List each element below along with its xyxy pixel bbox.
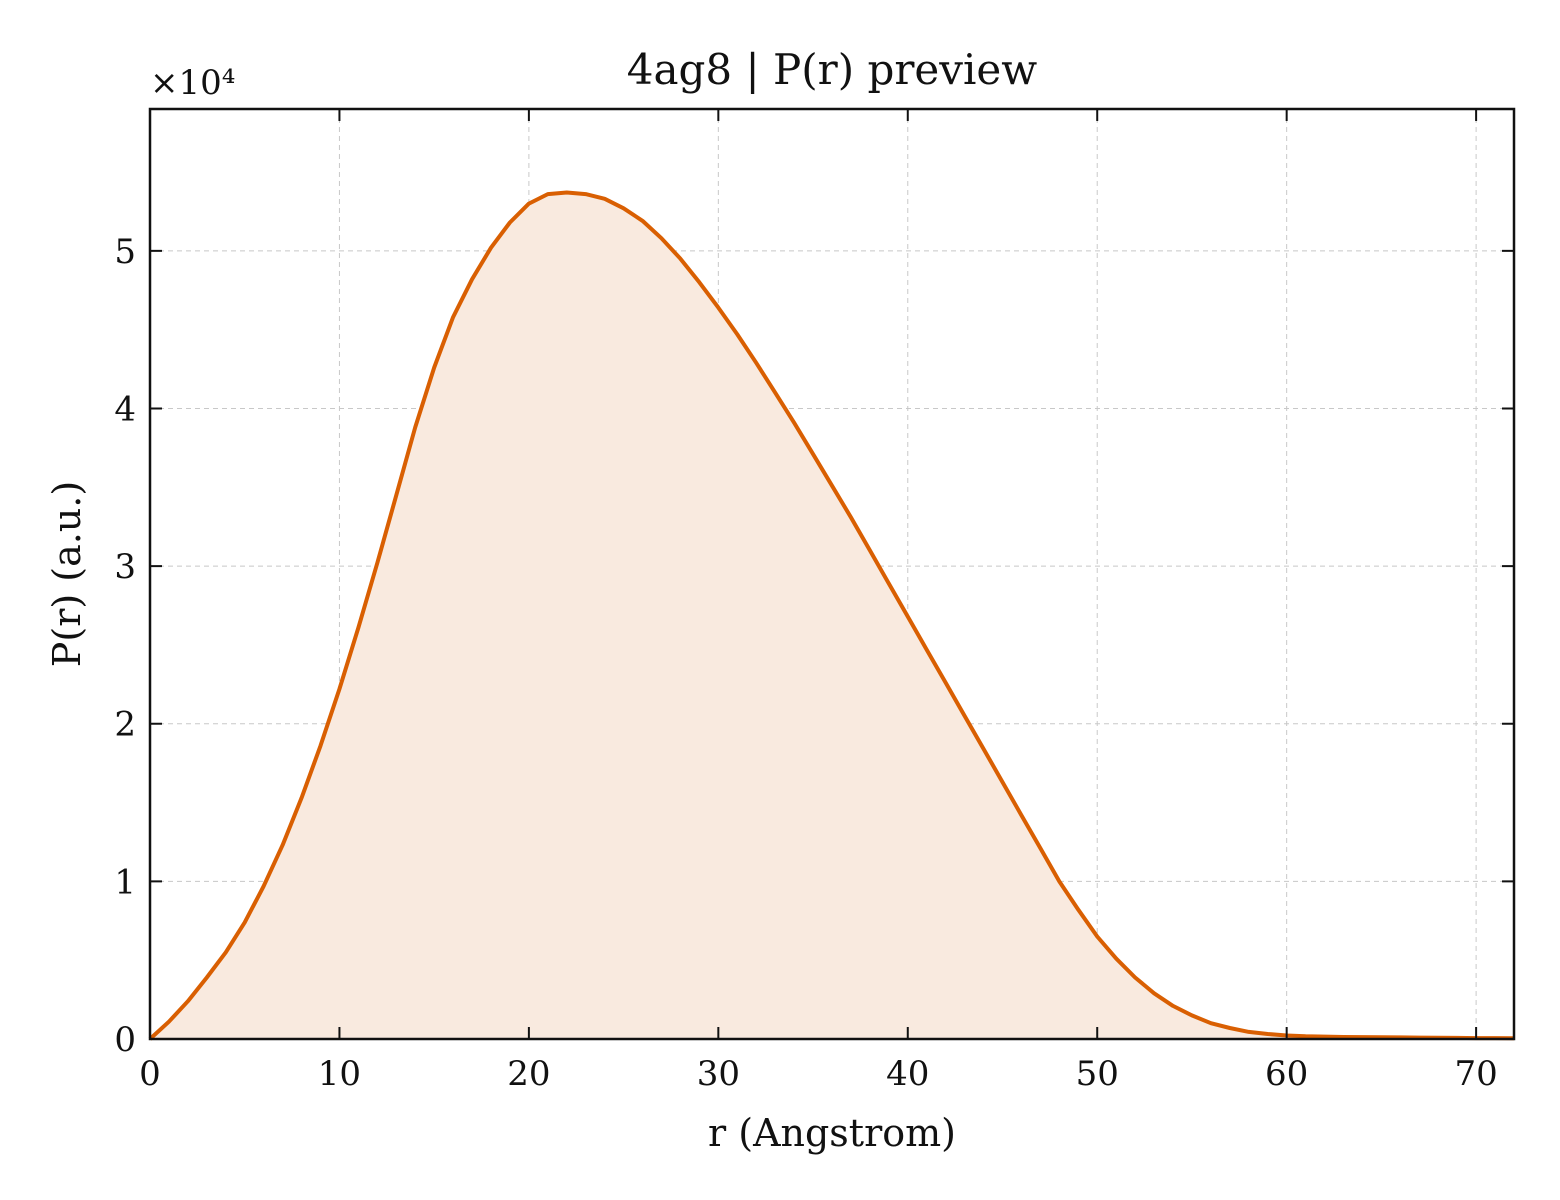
y-axis-label: P(r) (a.u.)	[45, 481, 89, 667]
x-tick-label: 20	[507, 1054, 550, 1094]
x-axis-label: r (Angstrom)	[708, 1111, 956, 1155]
y-tick-label: 0	[114, 1020, 136, 1060]
chart-title: 4ag8 | P(r) preview	[627, 45, 1038, 94]
x-tick-label: 0	[139, 1054, 161, 1094]
x-tick-label: 30	[697, 1054, 740, 1094]
x-tick-label: 40	[886, 1054, 929, 1094]
y-tick-label: 1	[114, 862, 136, 902]
x-tick-label: 10	[318, 1054, 361, 1094]
x-tick-label: 60	[1265, 1054, 1308, 1094]
y-tick-label: 5	[114, 232, 136, 272]
y-tick-label: 4	[114, 389, 136, 429]
y-multiplier-label: ×10⁴	[150, 63, 235, 103]
y-tick-label: 2	[114, 705, 136, 745]
y-axis: 0 1 2 3 4 5	[114, 232, 1514, 1060]
y-tick-label: 3	[114, 547, 136, 587]
x-axis: 0 10 20 30 40 50 60 70	[139, 109, 1498, 1094]
area-fill	[150, 192, 1514, 1039]
x-tick-label: 50	[1076, 1054, 1119, 1094]
x-tick-label: 70	[1454, 1054, 1497, 1094]
plot-frame	[148, 107, 1516, 1041]
